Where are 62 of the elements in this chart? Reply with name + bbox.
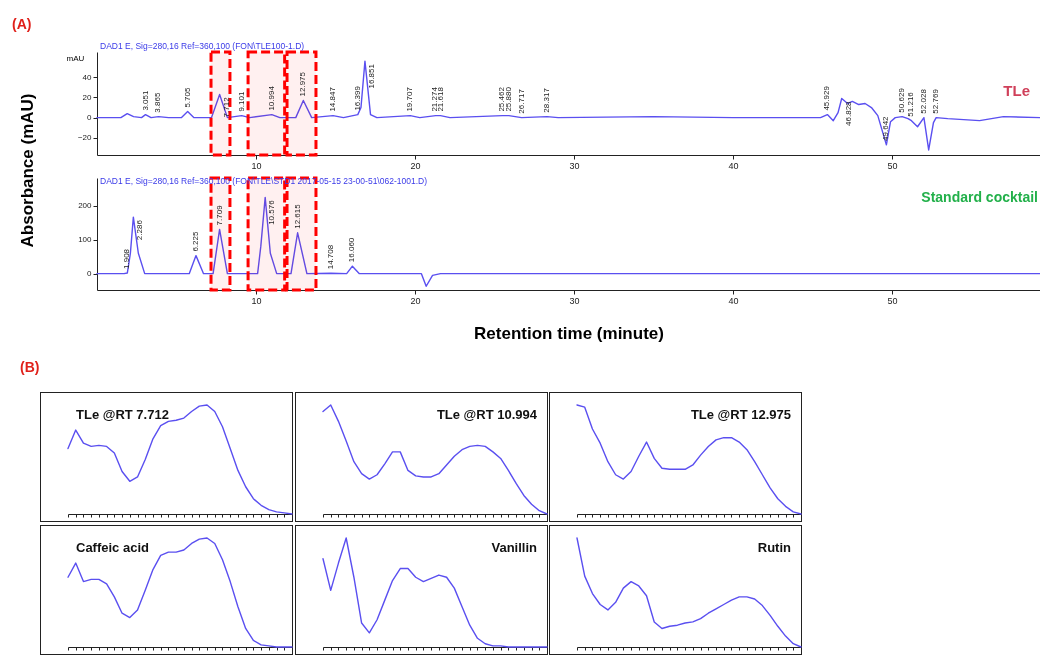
y-tick-label: 0	[87, 269, 93, 279]
x-tick-label: 10	[251, 160, 262, 171]
chart-title: TLe @RT 10.994	[436, 407, 538, 422]
annotation: 52.769	[931, 88, 941, 114]
annotation: 28.317	[542, 87, 552, 113]
chart-title: Vanillin	[491, 540, 538, 555]
annotation: 49.642	[881, 115, 891, 141]
x-tick-label: 30	[569, 160, 580, 171]
annotation: 3.051	[140, 90, 150, 111]
y-tick-label: 200	[78, 201, 93, 211]
y-tick-label: 20	[82, 92, 93, 102]
annotation: 25.880	[503, 86, 513, 112]
x-tick-label: 10	[251, 295, 262, 306]
annotation: 10.576	[267, 199, 277, 225]
x-tick-label: 50	[887, 160, 898, 171]
annotation: 10.994	[266, 85, 276, 111]
line-series	[96, 60, 1040, 151]
x-tick-label: 20	[410, 160, 421, 171]
text: Standard cocktail	[921, 189, 1038, 205]
annotation: 16.851	[366, 63, 376, 89]
annotation: 12.975	[298, 71, 308, 97]
annotation: 6.225	[190, 231, 200, 252]
x-tick-label: 20	[410, 295, 421, 306]
chart-title: Caffeic acid	[76, 540, 150, 555]
x-tick-label: 50	[887, 295, 898, 306]
annotation: 52.028	[919, 88, 929, 114]
x-tick-label: 40	[728, 295, 739, 306]
x-tick-label: 30	[569, 295, 580, 306]
annotation: 14.847	[328, 86, 338, 112]
annotation: 19.707	[405, 86, 415, 112]
annotation: 46.828	[843, 100, 853, 126]
annotation: 7.712	[221, 96, 231, 118]
text: (A)	[12, 16, 32, 32]
annotation: 12.615	[292, 203, 302, 229]
y-tick-label: 40	[82, 72, 93, 82]
y-tick-label: 100	[78, 235, 93, 245]
x-tick-label: 40	[728, 160, 739, 171]
annotation: 2.286	[135, 219, 145, 241]
annotation: 9.101	[236, 91, 246, 112]
annotation: 14.708	[325, 244, 335, 270]
annotation: 51.216	[906, 91, 916, 117]
x-axis-title: Retention time (minute)	[474, 323, 664, 343]
annotation: 7.709	[214, 204, 224, 226]
annotation: 16.399	[352, 85, 362, 111]
annotation: 45.929	[822, 85, 832, 111]
annotation: 5.705	[182, 87, 192, 108]
annotation: 16.060	[347, 237, 357, 263]
y-tick-label: −20	[77, 133, 93, 143]
text: TLe	[1003, 82, 1030, 99]
annotation: 25.462	[496, 86, 506, 112]
annotation: 50.629	[897, 87, 907, 113]
chart-title: TLe @RT 12.975	[690, 407, 791, 422]
annotation: 26.717	[516, 88, 526, 114]
annotation: 1.908	[122, 248, 132, 269]
text: (B)	[20, 359, 40, 375]
annotation: 3.865	[153, 92, 163, 113]
chart-title: TLe @RT 7.712	[76, 407, 169, 422]
chart-title: Rutin	[757, 540, 792, 555]
chart-subtitle: DAD1 E, Sig=280,16 Ref=360,100 (FON\TLE100-1.D)	[100, 41, 305, 51]
y-tick-label: 0	[87, 113, 93, 123]
y-axis-title: Absorbance (mAU)	[17, 93, 37, 248]
y-axis-title: mAU	[66, 53, 85, 63]
